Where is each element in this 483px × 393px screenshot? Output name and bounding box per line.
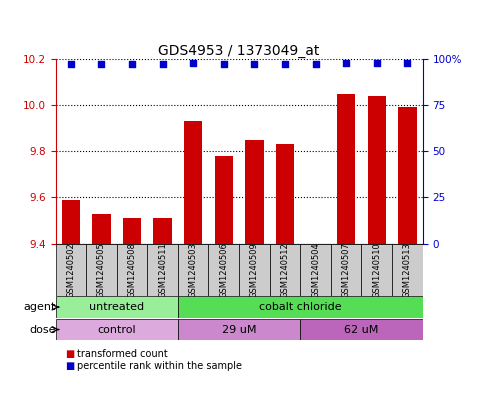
Bar: [147, 244, 178, 296]
Bar: [392, 244, 423, 296]
Text: GSM1240508: GSM1240508: [128, 242, 137, 298]
Point: [220, 61, 227, 68]
Bar: [184, 121, 202, 244]
Bar: [209, 244, 239, 296]
Point: [98, 61, 105, 68]
Text: GSM1240513: GSM1240513: [403, 242, 412, 298]
Bar: [56, 319, 178, 340]
Text: GSM1240510: GSM1240510: [372, 242, 381, 298]
Text: control: control: [98, 325, 136, 334]
Bar: [270, 244, 300, 296]
Text: ■: ■: [65, 349, 74, 359]
Bar: [300, 244, 331, 296]
Bar: [62, 200, 80, 244]
Point: [403, 59, 411, 66]
Text: GSM1240504: GSM1240504: [311, 242, 320, 298]
Bar: [154, 218, 172, 244]
Bar: [368, 96, 386, 244]
Bar: [214, 156, 233, 244]
Bar: [123, 218, 141, 244]
Bar: [178, 244, 209, 296]
Point: [159, 61, 167, 68]
Bar: [178, 296, 423, 318]
Title: GDS4953 / 1373049_at: GDS4953 / 1373049_at: [158, 44, 320, 58]
Text: 62 uM: 62 uM: [344, 325, 379, 334]
Bar: [361, 244, 392, 296]
Text: GSM1240503: GSM1240503: [189, 242, 198, 298]
Point: [67, 61, 75, 68]
Bar: [56, 296, 178, 318]
Text: GSM1240507: GSM1240507: [341, 242, 351, 298]
Bar: [245, 140, 264, 244]
Text: untreated: untreated: [89, 302, 144, 312]
Text: agent: agent: [23, 302, 56, 312]
Bar: [337, 94, 355, 244]
Bar: [398, 107, 416, 244]
Point: [312, 61, 319, 68]
Text: GSM1240505: GSM1240505: [97, 242, 106, 298]
Bar: [300, 319, 423, 340]
Point: [251, 61, 258, 68]
Point: [342, 59, 350, 66]
Text: GSM1240509: GSM1240509: [250, 242, 259, 298]
Text: ■: ■: [65, 361, 74, 371]
Bar: [117, 244, 147, 296]
Text: GSM1240511: GSM1240511: [158, 242, 167, 298]
Bar: [331, 244, 361, 296]
Bar: [178, 319, 300, 340]
Text: cobalt chloride: cobalt chloride: [259, 302, 341, 312]
Bar: [56, 244, 86, 296]
Bar: [239, 244, 270, 296]
Text: transformed count: transformed count: [77, 349, 168, 359]
Bar: [276, 144, 294, 244]
Text: percentile rank within the sample: percentile rank within the sample: [77, 361, 242, 371]
Text: 29 uM: 29 uM: [222, 325, 256, 334]
Point: [189, 59, 197, 66]
Point: [373, 59, 381, 66]
Bar: [86, 244, 117, 296]
Text: GSM1240506: GSM1240506: [219, 242, 228, 298]
Text: dose: dose: [29, 325, 56, 334]
Point: [281, 61, 289, 68]
Text: GSM1240502: GSM1240502: [66, 242, 75, 298]
Text: GSM1240512: GSM1240512: [281, 242, 289, 298]
Bar: [92, 214, 111, 244]
Point: [128, 61, 136, 68]
